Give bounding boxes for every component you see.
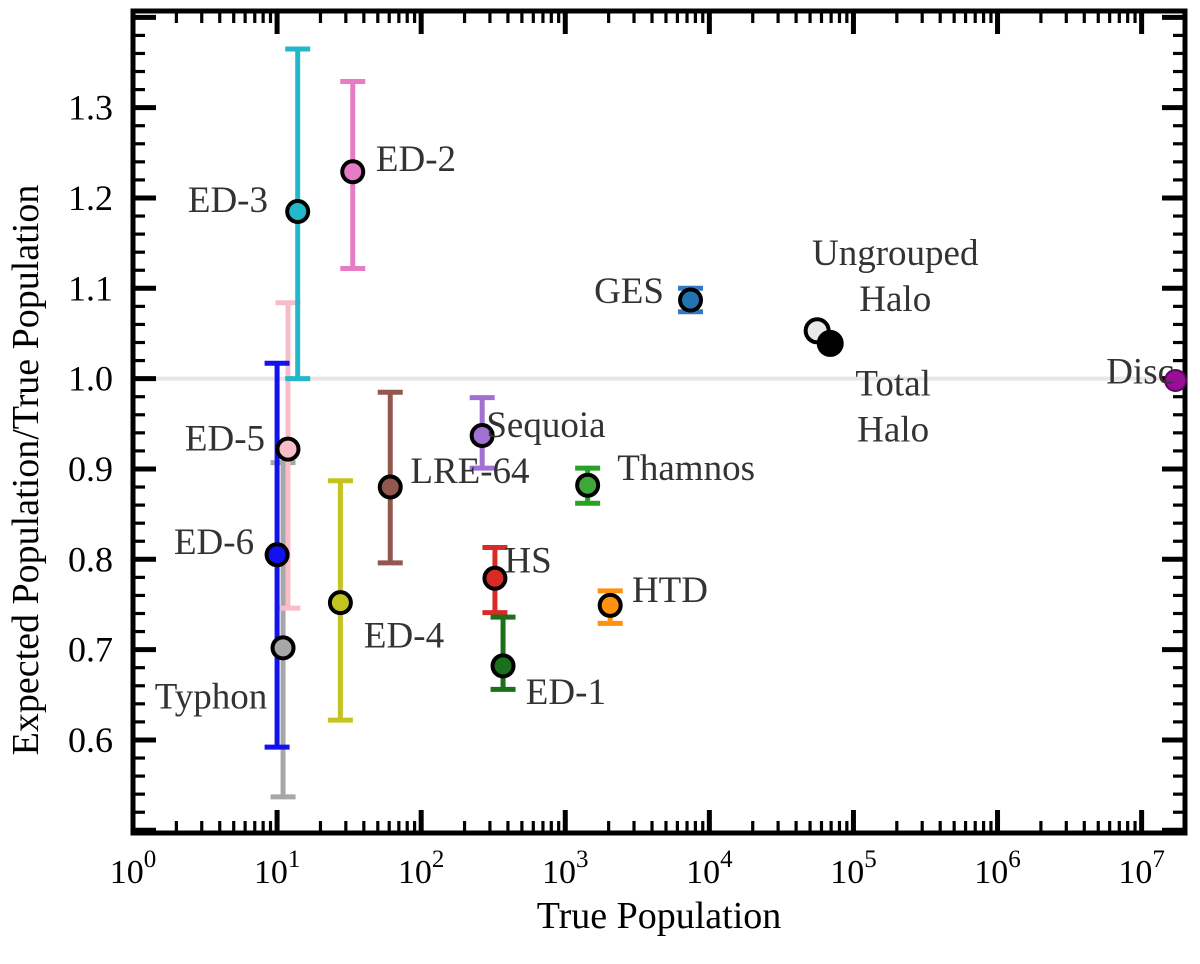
plot-frame xyxy=(130,8,1188,836)
x-tick-label: 100 xyxy=(110,846,157,891)
data-point-sequoia xyxy=(469,423,495,449)
data-point-ed-1 xyxy=(490,653,516,679)
annotation-ed-3: ED-3 xyxy=(188,180,268,221)
data-point-ed-6 xyxy=(264,542,290,568)
x-tick-label: 107 xyxy=(1118,846,1165,891)
data-point-ed-3 xyxy=(285,199,311,225)
data-point-hs xyxy=(482,565,508,591)
annotation-hs: HS xyxy=(504,540,551,581)
annotation-ges: GES xyxy=(594,271,664,312)
x-axis-label: True Population xyxy=(537,895,782,937)
data-point-lre-64 xyxy=(377,474,403,500)
data-point-total-halo xyxy=(816,329,844,357)
data-point-thamnos xyxy=(575,472,601,498)
data-point-typhon xyxy=(270,635,296,661)
annotation-htd: HTD xyxy=(632,570,708,611)
y-tick-label: 0.7 xyxy=(68,630,113,670)
x-tick-label: 102 xyxy=(398,846,445,891)
y-tick-label: 0.8 xyxy=(68,539,113,579)
x-tick-label: 104 xyxy=(686,846,733,891)
data-point-ed-5 xyxy=(275,436,301,462)
annotation-lre-64: LRE-64 xyxy=(410,451,529,492)
annotation-ed-6: ED-6 xyxy=(174,522,254,563)
annotation-disc: Disc xyxy=(1106,352,1174,393)
y-tick-label: 0.6 xyxy=(68,720,113,760)
x-tick-label: 105 xyxy=(830,846,877,891)
y-tick-label: 1.2 xyxy=(68,178,113,218)
data-point-ges xyxy=(678,287,704,313)
annotation-ed-5: ED-5 xyxy=(185,418,265,459)
data-point-disc xyxy=(1164,368,1188,392)
x-tick-label: 103 xyxy=(542,846,589,891)
annotation-sequoia: Sequoia xyxy=(486,405,605,446)
annotation-thamnos: Thamnos xyxy=(617,448,755,489)
data-point-ed-2 xyxy=(340,159,366,185)
x-tick-label: 101 xyxy=(254,846,301,891)
annotation-ungrouped-halo: Ungrouped Halo xyxy=(812,233,979,320)
data-point-htd xyxy=(597,592,623,618)
annotation-ed-4: ED-4 xyxy=(364,615,444,656)
y-tick-label: 0.9 xyxy=(68,449,113,489)
y-tick-label: 1.1 xyxy=(68,268,113,308)
annotation-typhon: Typhon xyxy=(155,677,268,718)
annotation-ed-2: ED-2 xyxy=(376,139,456,180)
data-point-ed-4 xyxy=(327,590,353,616)
y-tick-label: 1.3 xyxy=(68,88,113,128)
annotation-total-halo: Total Halo xyxy=(855,363,931,450)
annotation-ed-1: ED-1 xyxy=(526,672,606,713)
y-tick-label: 1.0 xyxy=(68,359,113,399)
y-axis-label: Expected Population/True Population xyxy=(5,185,47,756)
x-tick-label: 106 xyxy=(974,846,1021,891)
